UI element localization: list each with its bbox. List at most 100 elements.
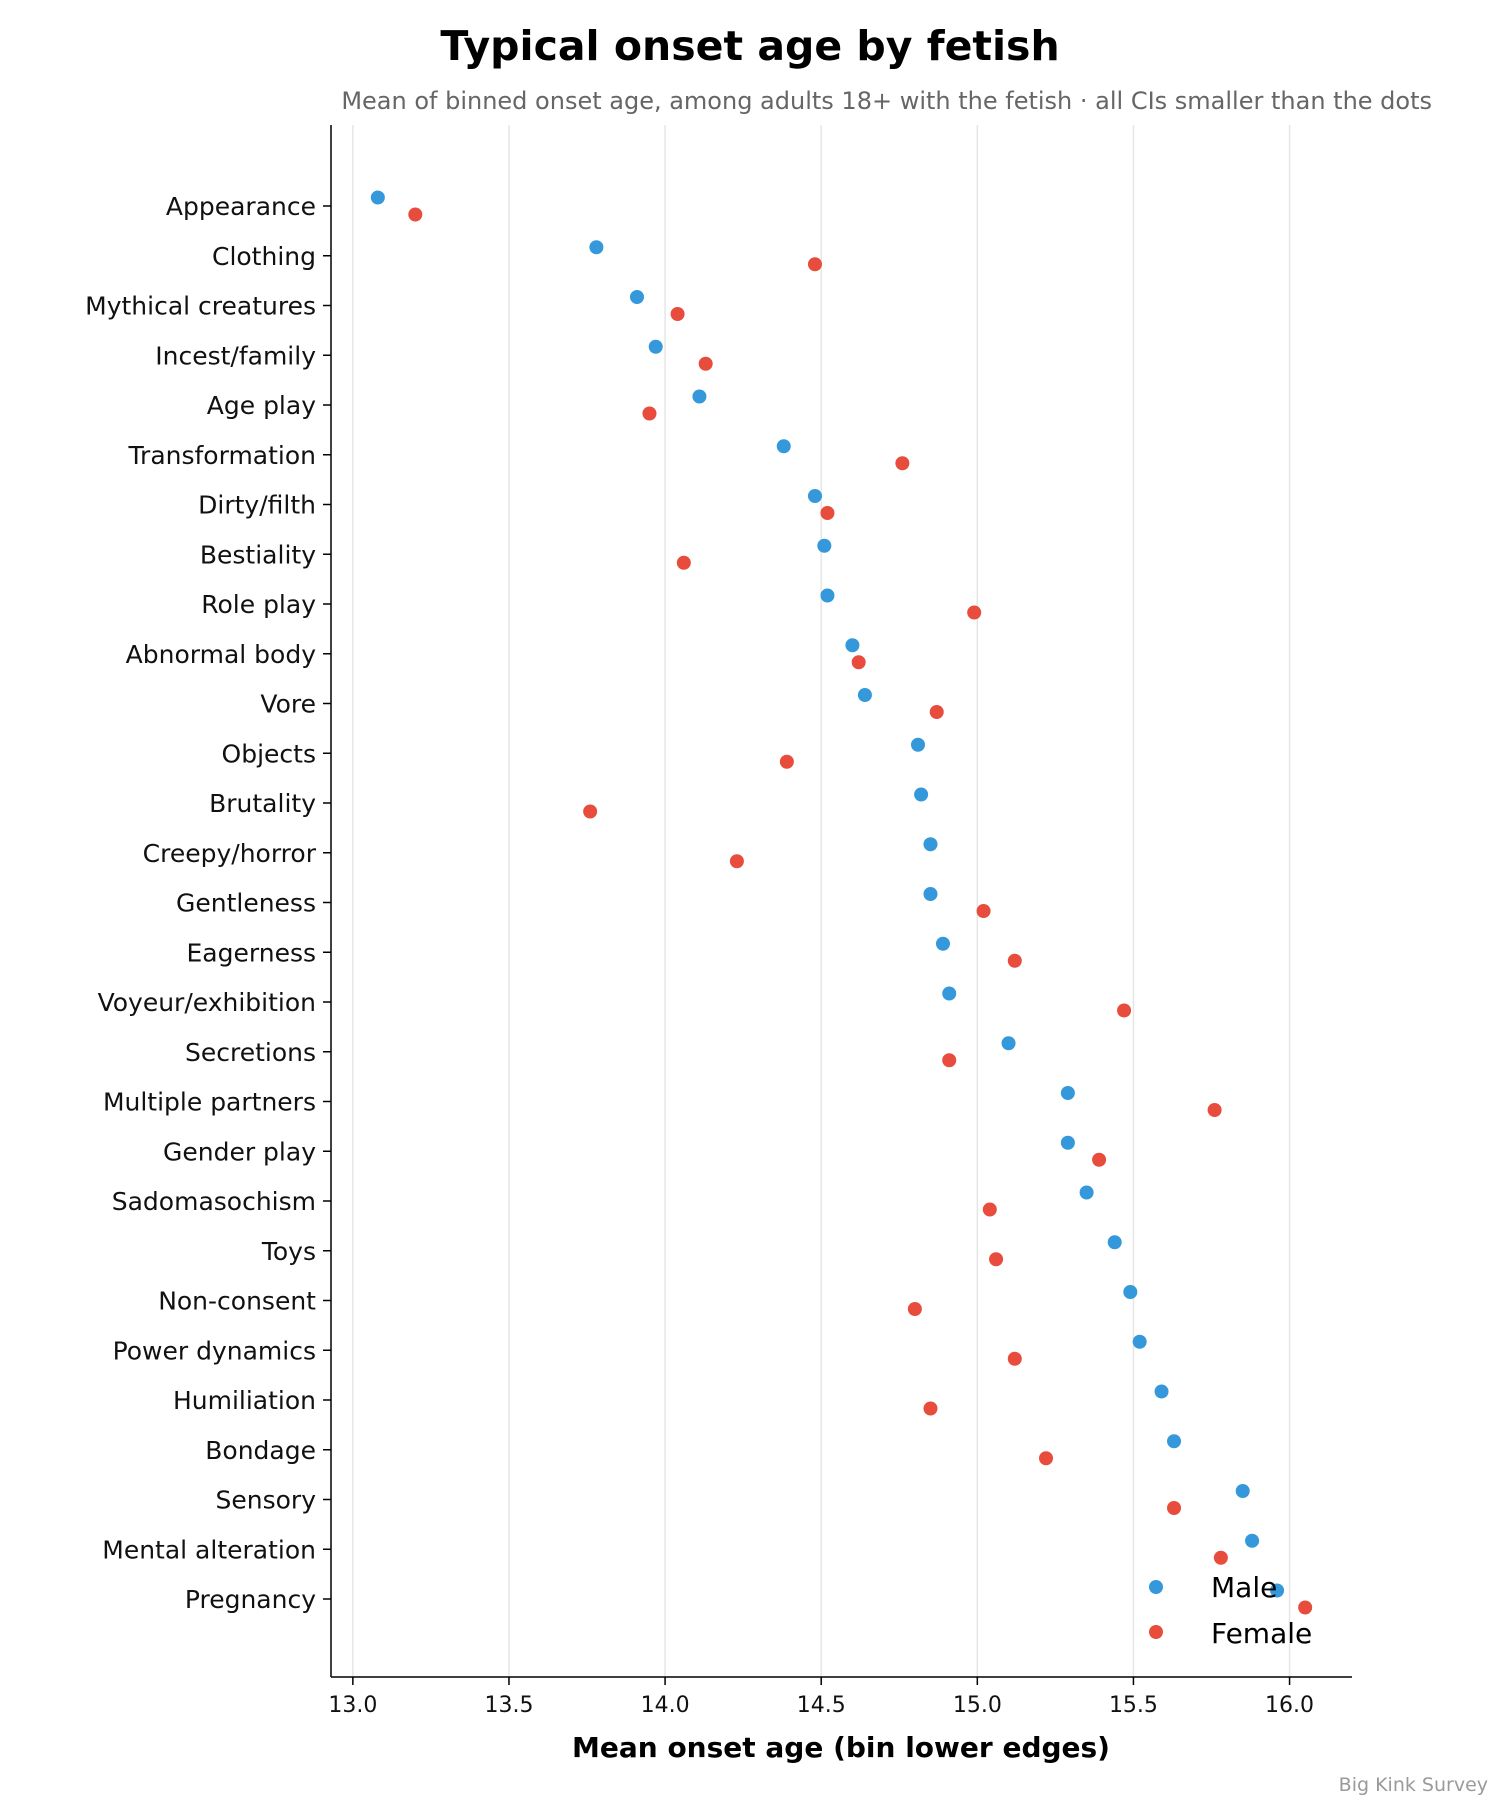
category-label: Multiple partners [103, 1088, 316, 1117]
x-tick-label: 15.5 [1109, 1693, 1158, 1718]
category-label: Objects [222, 739, 316, 768]
legend-marker-male [1149, 1580, 1163, 1594]
point-female [982, 1202, 997, 1217]
point-female [976, 904, 991, 918]
category-label: Power dynamics [113, 1336, 316, 1365]
x-tick-label: 14.5 [797, 1693, 846, 1718]
point-female [1039, 1451, 1054, 1466]
point-male [629, 290, 644, 304]
point-male [1245, 1533, 1260, 1548]
x-tick-label: 13.0 [328, 1693, 377, 1718]
category-label: Dirty/filth [198, 491, 316, 520]
category-label: Non-consent [158, 1287, 316, 1316]
category-label: Incest/family [155, 341, 316, 370]
point-female [1007, 953, 1022, 968]
point-female [820, 506, 835, 520]
point-male [935, 936, 950, 951]
category-label: Vore [260, 690, 316, 719]
point-male [1235, 1484, 1250, 1498]
point-female [967, 605, 982, 620]
chart-title: Typical onset age by fetish [440, 22, 1059, 70]
point-female [670, 307, 685, 321]
legend-marker-female [1149, 1625, 1163, 1639]
category-label: Sadomasochism [112, 1187, 316, 1216]
category-label: Transformation [127, 441, 316, 470]
point-female [1007, 1351, 1022, 1366]
category-label: Creepy/horror [143, 839, 317, 868]
category-label: Humiliation [173, 1386, 316, 1415]
y-axis-ticks: Appearance Clothing Mythical creatures Ince… [85, 192, 331, 1614]
point-female [642, 406, 657, 421]
category-label: Age play [207, 391, 316, 420]
category-label: Sensory [216, 1486, 317, 1515]
category-label: Secretions [185, 1038, 316, 1067]
point-female [942, 1053, 957, 1068]
chart-subtitle: Mean of binned onset age, among adults 1… [341, 87, 1432, 115]
axes [330, 125, 1352, 1678]
point-male [1060, 1086, 1075, 1100]
point-female [1207, 1103, 1222, 1117]
x-axis-ticks: 13.0 13.5 14.0 14.5 15.0 15.5 16.0 [328, 1677, 1314, 1718]
point-female [929, 705, 944, 719]
point-female [895, 456, 910, 471]
point-male [1001, 1036, 1016, 1051]
point-male [1154, 1384, 1169, 1399]
legend-label-male: Male [1211, 1571, 1277, 1604]
point-male [1167, 1434, 1182, 1449]
point-male [370, 190, 385, 205]
x-axis-label: Mean onset age (bin lower edges) [572, 1731, 1110, 1764]
category-label: Brutality [209, 789, 316, 818]
point-male [1132, 1334, 1147, 1349]
source-note: Big Kink Survey [1339, 1774, 1488, 1796]
x-tick-label: 16.0 [1265, 1693, 1314, 1718]
point-female [1298, 1600, 1313, 1615]
point-female [1213, 1550, 1228, 1565]
point-male [820, 588, 835, 603]
category-label: Pregnancy [185, 1585, 316, 1614]
x-tick-label: 15.0 [953, 1693, 1002, 1718]
point-female [923, 1401, 938, 1416]
point-male [1060, 1135, 1075, 1150]
x-tick-label: 13.5 [484, 1693, 533, 1718]
point-female [807, 257, 822, 272]
category-label: Bestiality [200, 540, 316, 569]
point-male [1107, 1235, 1122, 1250]
category-label: Gentleness [176, 889, 316, 918]
point-female [851, 655, 866, 670]
category-label: Toys [261, 1237, 316, 1266]
point-male [942, 986, 957, 1001]
category-label: Mythical creatures [85, 292, 316, 321]
category-label: Voyeur/exhibition [98, 988, 316, 1017]
point-female [989, 1252, 1004, 1267]
point-male [776, 439, 791, 454]
point-female [779, 754, 794, 769]
legend-label-female: Female [1211, 1617, 1312, 1650]
point-male [807, 489, 822, 503]
point-male [857, 688, 872, 702]
point-female [729, 854, 744, 869]
category-label: Bondage [205, 1436, 316, 1465]
point-female [1117, 1003, 1132, 1018]
category-label: Gender play [163, 1137, 316, 1166]
point-female [1092, 1152, 1107, 1167]
point-male [845, 638, 860, 653]
legend: Male Female [1149, 1571, 1312, 1650]
category-label: Clothing [212, 242, 316, 271]
data-points [370, 190, 1313, 1615]
point-male [1270, 1583, 1285, 1598]
category-label: Abnormal body [126, 640, 317, 669]
category-label: Eagerness [187, 938, 316, 967]
point-male [923, 837, 938, 852]
point-male [914, 787, 929, 802]
point-female [907, 1302, 922, 1316]
point-male [1079, 1185, 1094, 1200]
point-male [910, 737, 925, 752]
category-label: Appearance [166, 192, 316, 221]
point-female [1167, 1501, 1182, 1515]
point-female [698, 356, 713, 371]
point-male [1123, 1285, 1138, 1299]
point-male [923, 887, 938, 901]
point-male [648, 339, 663, 354]
point-male [589, 240, 604, 255]
point-female [583, 804, 598, 819]
